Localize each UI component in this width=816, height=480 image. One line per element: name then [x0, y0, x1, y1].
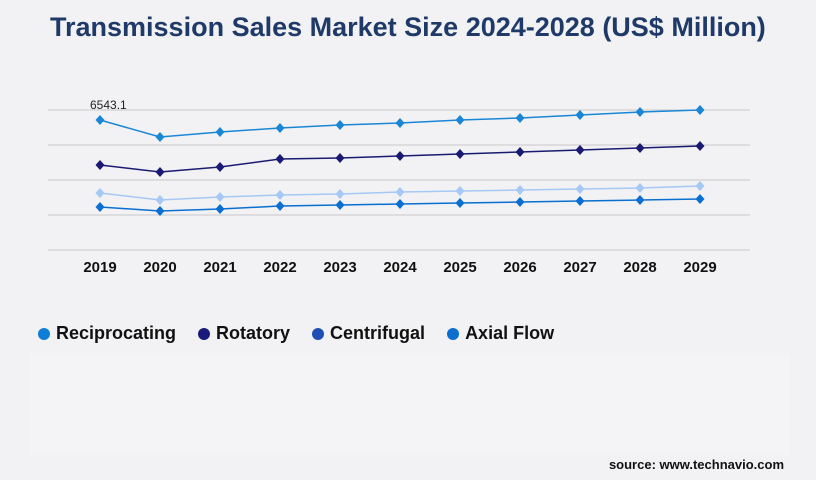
- lower-panel: [30, 355, 790, 455]
- data-point: [455, 198, 465, 209]
- data-point: [515, 185, 525, 196]
- data-point: [335, 120, 345, 131]
- data-point: [155, 194, 165, 205]
- data-point: [515, 147, 525, 158]
- legend-item: Axial Flow: [447, 323, 554, 344]
- legend-marker-icon: [312, 327, 325, 340]
- legend: Reciprocating Rotatory Centrifugal Axial Fl…: [38, 323, 554, 344]
- data-point: [575, 196, 585, 207]
- data-point: [95, 115, 105, 126]
- data-point: [155, 167, 165, 178]
- data-point: [155, 206, 165, 217]
- x-tick-label: 2020: [143, 259, 176, 276]
- data-point: [95, 188, 105, 199]
- data-point: [275, 190, 285, 201]
- data-point: [575, 184, 585, 195]
- data-point: [215, 204, 225, 215]
- data-point: [455, 149, 465, 160]
- chart-title: Transmission Sales Market Size 2024-2028…: [50, 12, 766, 42]
- data-point: [215, 126, 225, 137]
- data-point: [275, 122, 285, 133]
- data-point: [695, 141, 705, 152]
- source-text: source: www.technavio.com: [608, 457, 784, 472]
- data-point: [335, 153, 345, 164]
- data-point: [395, 118, 405, 129]
- data-point: [95, 160, 105, 171]
- x-tick-label: 2023: [323, 259, 356, 276]
- line-chart: 2019 2020 2021 2022 2023 2024 2025 2026 2027 2028…: [48, 98, 750, 276]
- x-tick-label: 2021: [203, 259, 236, 276]
- data-point: [635, 182, 645, 193]
- legend-label: Rotatory: [216, 323, 291, 343]
- data-point: [95, 202, 105, 213]
- data-point: [275, 201, 285, 212]
- data-point: [635, 107, 645, 118]
- data-point: [275, 154, 285, 165]
- data-point: [635, 143, 645, 154]
- data-point: [695, 105, 705, 115]
- data-point: [575, 145, 585, 156]
- legend-marker-icon: [38, 327, 50, 340]
- x-tick-label: 2019: [83, 259, 116, 276]
- data-point: [695, 194, 705, 205]
- data-point: [515, 197, 525, 208]
- x-tick-label: 2025: [443, 259, 476, 276]
- legend-marker-icon: [447, 327, 460, 340]
- data-label: 6543.1: [90, 98, 127, 112]
- data-point: [695, 181, 705, 192]
- x-tick-label: 2027: [563, 259, 596, 276]
- legend-marker-icon: [198, 327, 211, 340]
- data-point: [575, 110, 585, 121]
- x-tick-label: 2028: [623, 259, 656, 276]
- data-point: [215, 192, 225, 203]
- x-tick-label: 2022: [263, 259, 296, 276]
- legend-item: Centrifugal: [312, 323, 425, 344]
- data-point: [635, 194, 645, 205]
- data-point: [395, 151, 405, 162]
- legend-item: Reciprocating: [38, 323, 176, 344]
- data-point: [335, 189, 345, 200]
- data-point: [395, 187, 405, 198]
- data-point: [395, 199, 405, 210]
- x-tick-label: 2024: [383, 259, 417, 276]
- legend-label: Centrifugal: [330, 323, 426, 343]
- legend-label: Axial Flow: [465, 323, 555, 343]
- x-tick-label: 2029: [683, 259, 716, 276]
- data-point: [515, 113, 525, 124]
- legend-item: Rotatory: [198, 323, 290, 344]
- data-point: [215, 161, 225, 172]
- x-tick-label: 2026: [503, 259, 536, 276]
- data-point: [155, 131, 165, 142]
- legend-label: Reciprocating: [56, 323, 177, 343]
- data-point: [455, 115, 465, 126]
- data-point: [455, 186, 465, 197]
- data-point: [335, 200, 345, 211]
